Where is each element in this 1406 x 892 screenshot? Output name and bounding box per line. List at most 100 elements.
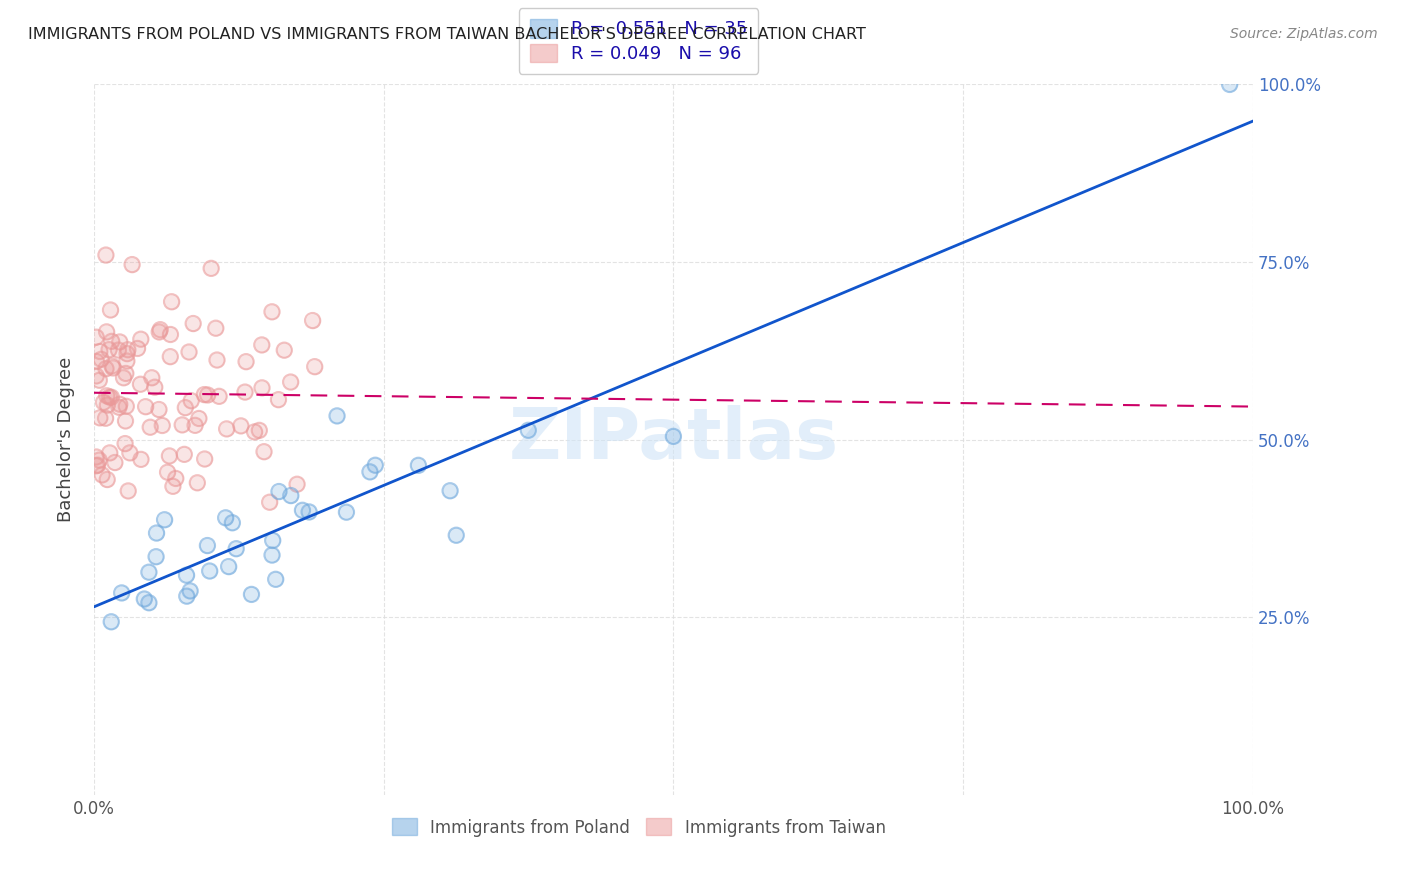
- Point: [187, 411, 209, 425]
- Point: [118, 446, 141, 460]
- Point: [96, 389, 118, 403]
- Point: [129, 377, 152, 392]
- Point: [127, 342, 149, 356]
- Point: [84, 368, 107, 383]
- Point: [129, 332, 152, 346]
- Point: [100, 615, 122, 629]
- Point: [94, 248, 117, 262]
- Point: [235, 354, 257, 368]
- Point: [262, 533, 284, 548]
- Point: [335, 505, 357, 519]
- Point: [153, 513, 176, 527]
- Point: [134, 592, 156, 607]
- Point: [141, 371, 163, 385]
- Point: [326, 409, 349, 423]
- Point: [129, 452, 152, 467]
- Point: [129, 377, 152, 392]
- Point: [98, 343, 121, 357]
- Point: [138, 565, 160, 579]
- Point: [139, 420, 162, 434]
- Legend: Immigrants from Poland, Immigrants from Taiwan: Immigrants from Poland, Immigrants from …: [385, 812, 893, 843]
- Point: [138, 596, 160, 610]
- Point: [273, 343, 295, 358]
- Point: [84, 330, 107, 344]
- Point: [180, 393, 202, 408]
- Point: [198, 564, 221, 578]
- Point: [291, 503, 314, 517]
- Point: [208, 389, 231, 403]
- Point: [233, 385, 256, 400]
- Point: [148, 325, 170, 339]
- Point: [96, 398, 118, 412]
- Point: [262, 533, 284, 548]
- Point: [143, 380, 166, 394]
- Point: [98, 446, 121, 460]
- Point: [100, 334, 122, 349]
- Point: [662, 429, 685, 443]
- Point: [181, 317, 204, 331]
- Point: [138, 565, 160, 579]
- Point: [104, 456, 127, 470]
- Point: [184, 418, 207, 433]
- Point: [304, 359, 326, 374]
- Point: [186, 475, 208, 490]
- Point: [104, 456, 127, 470]
- Point: [335, 505, 357, 519]
- Point: [198, 564, 221, 578]
- Point: [260, 305, 283, 319]
- Point: [229, 418, 252, 433]
- Point: [84, 458, 107, 473]
- Point: [134, 592, 156, 607]
- Point: [267, 392, 290, 407]
- Point: [174, 401, 197, 415]
- Point: [145, 526, 167, 541]
- Point: [94, 361, 117, 376]
- Point: [149, 323, 172, 337]
- Point: [197, 539, 219, 553]
- Point: [96, 389, 118, 403]
- Point: [172, 417, 194, 432]
- Point: [108, 334, 131, 349]
- Point: [141, 371, 163, 385]
- Point: [101, 360, 124, 375]
- Point: [253, 444, 276, 458]
- Point: [181, 317, 204, 331]
- Point: [165, 471, 187, 485]
- Point: [280, 489, 302, 503]
- Point: [94, 411, 117, 425]
- Point: [156, 465, 179, 479]
- Point: [446, 528, 468, 542]
- Point: [184, 418, 207, 433]
- Point: [267, 392, 290, 407]
- Point: [139, 420, 162, 434]
- Point: [176, 568, 198, 582]
- Point: [1219, 78, 1241, 92]
- Point: [153, 513, 176, 527]
- Point: [145, 549, 167, 564]
- Point: [176, 589, 198, 603]
- Point: [260, 305, 283, 319]
- Point: [165, 471, 187, 485]
- Point: [96, 473, 118, 487]
- Point: [89, 410, 111, 425]
- Point: [205, 353, 228, 368]
- Point: [89, 453, 111, 467]
- Point: [138, 596, 160, 610]
- Point: [214, 511, 236, 525]
- Point: [205, 353, 228, 368]
- Point: [177, 345, 200, 359]
- Point: [159, 350, 181, 364]
- Point: [86, 458, 108, 472]
- Point: [233, 385, 256, 400]
- Point: [143, 380, 166, 394]
- Point: [107, 343, 129, 357]
- Point: [253, 444, 276, 458]
- Point: [96, 398, 118, 412]
- Point: [221, 516, 243, 530]
- Point: [179, 583, 201, 598]
- Point: [260, 548, 283, 562]
- Point: [118, 446, 141, 460]
- Point: [247, 423, 270, 437]
- Point: [218, 559, 240, 574]
- Point: [208, 389, 231, 403]
